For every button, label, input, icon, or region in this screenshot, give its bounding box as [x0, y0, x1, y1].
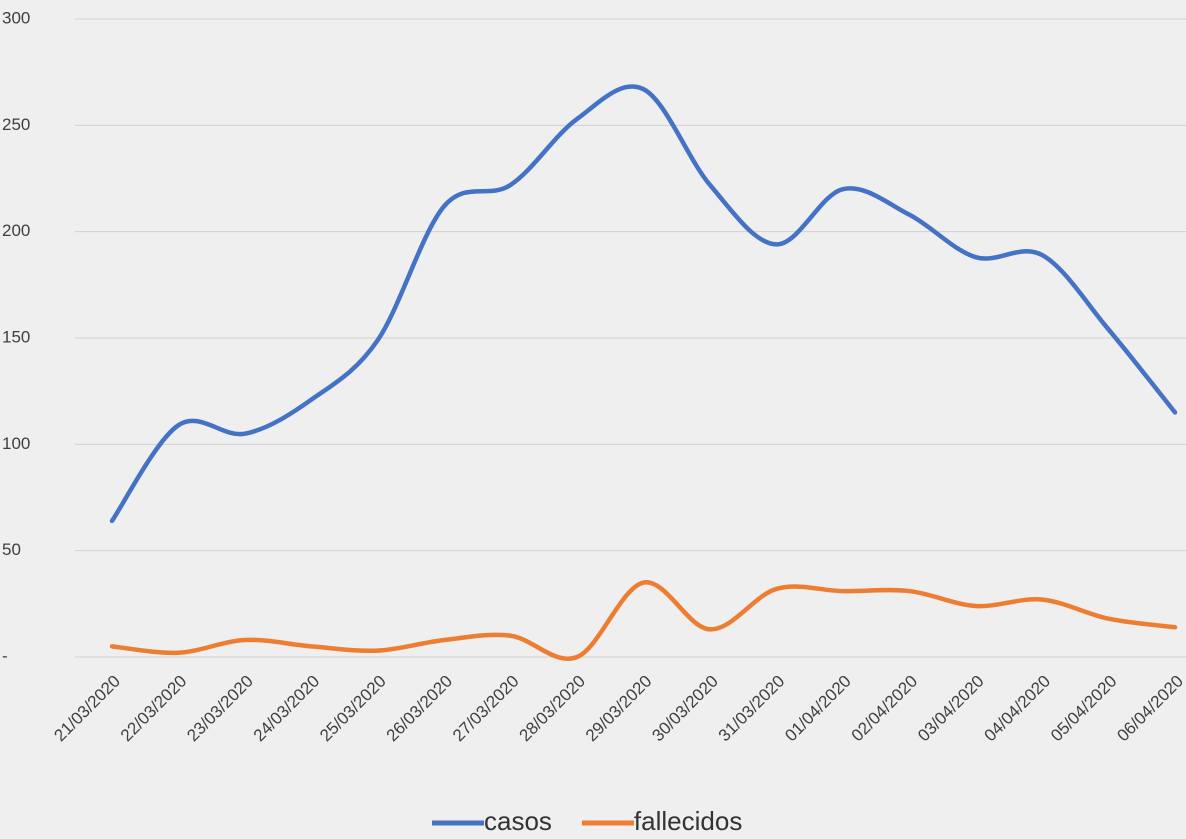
- y-tick-label: 250: [2, 115, 30, 134]
- x-tick-label: 05/04/2020: [1047, 672, 1121, 746]
- x-tick-label: 02/04/2020: [848, 672, 922, 746]
- x-tick-label: 26/03/2020: [383, 672, 457, 746]
- y-tick-label: 100: [2, 434, 30, 453]
- x-tick-label: 25/03/2020: [316, 672, 390, 746]
- x-tick-label: 01/04/2020: [781, 672, 855, 746]
- x-tick-label: 30/03/2020: [648, 672, 722, 746]
- y-tick-label: -: [2, 646, 8, 665]
- x-tick-label: 22/03/2020: [117, 672, 191, 746]
- y-tick-label: 150: [2, 327, 30, 346]
- y-tick-label: 300: [2, 8, 30, 27]
- x-tick-label: 03/04/2020: [914, 672, 988, 746]
- x-tick-label: 21/03/2020: [50, 672, 124, 746]
- x-tick-label: 28/03/2020: [515, 672, 589, 746]
- x-tick-label: 24/03/2020: [250, 672, 324, 746]
- series-line: [109, 580, 1178, 661]
- y-tick-label: 200: [2, 221, 30, 240]
- x-tick-label: 31/03/2020: [715, 672, 789, 746]
- series-line: [109, 84, 1178, 524]
- y-tick-label: 50: [2, 540, 21, 559]
- legend: casos fallecidos: [432, 806, 742, 836]
- x-tick-label: 04/04/2020: [981, 672, 1055, 746]
- legend-label: fallecidos: [634, 806, 742, 836]
- legend-label: casos: [484, 806, 552, 836]
- x-tick-label: 29/03/2020: [582, 672, 656, 746]
- x-tick-label: 23/03/2020: [183, 672, 257, 746]
- x-tick-label: 27/03/2020: [449, 672, 523, 746]
- x-tick-label: 06/04/2020: [1113, 672, 1186, 746]
